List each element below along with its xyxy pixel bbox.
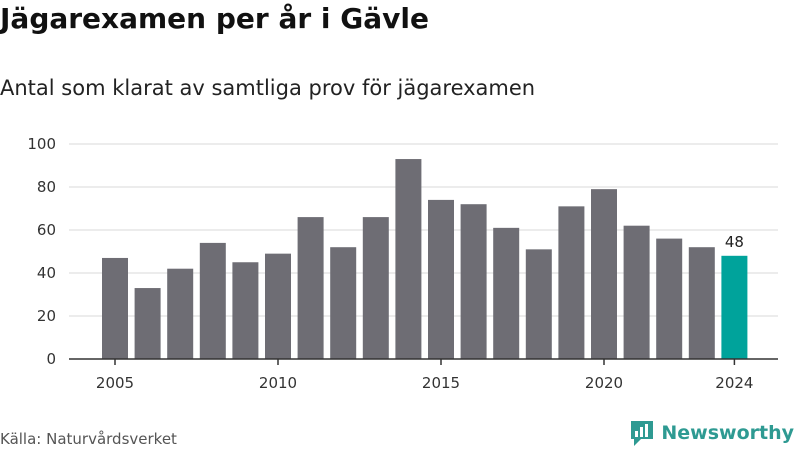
bar bbox=[656, 238, 683, 359]
bar bbox=[330, 247, 357, 359]
bar bbox=[297, 217, 324, 359]
source-note: Källa: Naturvårdsverket bbox=[0, 430, 177, 448]
bar bbox=[558, 206, 585, 359]
bar bbox=[395, 159, 422, 359]
bar bbox=[623, 225, 650, 359]
bar-chart: 0 20 40 60 80 100 48 2005 2010 2015 2020 2024 bbox=[27, 135, 778, 392]
bar bbox=[199, 242, 226, 359]
newsworthy-brand: Newsworthy bbox=[629, 419, 794, 447]
bar bbox=[102, 257, 128, 359]
newsworthy-logo-icon bbox=[631, 421, 654, 446]
data-label: 48 bbox=[725, 233, 744, 251]
x-tick-label: 2024 bbox=[715, 374, 753, 392]
y-tick-label: 60 bbox=[37, 221, 56, 239]
bar bbox=[688, 247, 715, 359]
brand-name: Newsworthy bbox=[661, 422, 794, 444]
y-tick-label: 0 bbox=[46, 350, 56, 368]
y-tick-label: 20 bbox=[37, 307, 56, 325]
chart-subtitle: Antal som klarat av samtliga prov för jä… bbox=[0, 76, 536, 100]
bar bbox=[525, 249, 552, 359]
y-tick-label: 80 bbox=[37, 178, 56, 196]
y-tick-label: 40 bbox=[37, 264, 56, 282]
bar bbox=[428, 199, 454, 359]
bar bbox=[167, 268, 194, 359]
chart-title: Jägarexamen per år i Gävle bbox=[0, 2, 429, 35]
bar bbox=[362, 217, 389, 359]
bar bbox=[265, 253, 291, 359]
x-tick-label: 2020 bbox=[585, 374, 623, 392]
bar bbox=[460, 204, 487, 359]
x-tick-label: 2010 bbox=[259, 374, 297, 392]
bar bbox=[232, 262, 259, 359]
bar bbox=[134, 288, 161, 359]
x-tick-label: 2015 bbox=[422, 374, 460, 392]
x-tick-label: 2005 bbox=[96, 374, 134, 392]
bar bbox=[591, 189, 617, 359]
bar bbox=[721, 255, 748, 359]
y-tick-label: 100 bbox=[27, 135, 56, 153]
bar bbox=[493, 227, 520, 359]
